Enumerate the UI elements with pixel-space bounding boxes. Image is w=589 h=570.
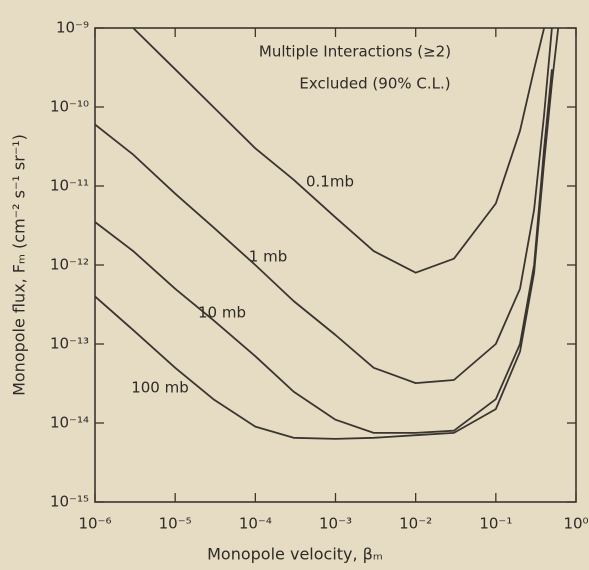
x-tick-label: 10⁰ <box>563 515 588 533</box>
series-label: 10 mb <box>198 304 246 322</box>
line <box>94 69 553 434</box>
line <box>94 27 560 440</box>
x-tick-label: 10⁻² <box>399 515 432 533</box>
y-tick-label: 10⁻¹² <box>50 256 89 274</box>
y-tick-label: 10⁻⁹ <box>56 19 89 37</box>
annotation: Multiple Interactions (≥2) <box>259 43 451 61</box>
series-label: 100 mb <box>131 379 189 397</box>
series-label: 1 mb <box>249 248 287 266</box>
series-label: 0.1mb <box>306 173 354 191</box>
x-tick-label: 10⁻¹ <box>479 515 512 533</box>
x-tick-label: 10⁻⁶ <box>78 515 111 533</box>
plot-frame <box>94 27 577 503</box>
y-tick-label: 10⁻¹⁰ <box>50 98 89 116</box>
y-tick-label: 10⁻¹⁴ <box>50 414 89 432</box>
y-axis-label: Monopole flux, Fₘ (cm⁻² s⁻¹ sr⁻¹) <box>10 134 29 396</box>
line <box>132 27 545 274</box>
y-tick-label: 10⁻¹³ <box>50 335 89 353</box>
x-tick-label: 10⁻⁴ <box>239 515 272 533</box>
y-tick-label: 10⁻¹⁵ <box>50 493 89 511</box>
x-axis-label: Monopole velocity, βₘ <box>207 545 383 564</box>
annotation: Excluded (90% C.L.) <box>299 75 450 93</box>
x-tick-label: 10⁻⁵ <box>159 515 192 533</box>
x-tick-label: 10⁻³ <box>319 515 352 533</box>
line <box>94 27 553 384</box>
y-tick-label: 10⁻¹¹ <box>50 177 89 195</box>
